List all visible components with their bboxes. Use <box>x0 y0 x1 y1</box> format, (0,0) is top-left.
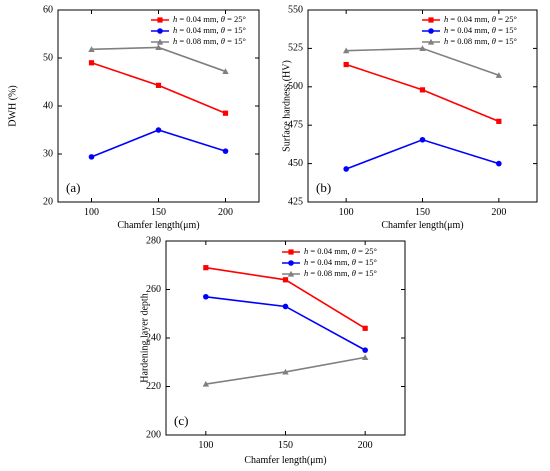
legend: h = 0.04 mm, θ = 25°h = 0.04 mm, θ = 15°… <box>422 14 517 46</box>
data-point <box>419 45 426 51</box>
legend: h = 0.04 mm, θ = 25°h = 0.04 mm, θ = 15°… <box>282 246 377 278</box>
data-point <box>419 87 426 93</box>
data-point <box>361 354 369 360</box>
data-point <box>202 380 210 387</box>
y-axis-label: Surface hardness (HV) <box>281 60 292 152</box>
legend-label: h = 0.04 mm, θ = 25° <box>304 246 377 256</box>
x-tick-label: 100 <box>198 440 213 451</box>
legend-label: h = 0.08 mm, θ = 15° <box>444 36 517 46</box>
data-point <box>222 110 229 116</box>
panel-label: (a) <box>66 180 80 195</box>
legend-label: h = 0.04 mm, θ = 25° <box>444 14 517 24</box>
legend-marker <box>288 249 294 255</box>
data-point <box>203 265 209 271</box>
data-point <box>496 118 502 124</box>
y-tick-label: 220 <box>146 381 161 392</box>
y-tick-label: 240 <box>146 332 161 343</box>
data-point <box>496 160 502 167</box>
legend-label: h = 0.08 mm, θ = 15° <box>304 268 377 278</box>
panel-label: (c) <box>174 413 188 428</box>
data-point <box>155 127 162 133</box>
y-tick-label: 50 <box>43 52 53 63</box>
y-tick-label: 200 <box>146 429 161 440</box>
x-tick-label: 100 <box>84 207 99 218</box>
x-tick-label: 200 <box>358 440 373 451</box>
series-line-2 <box>345 138 500 170</box>
legend-marker <box>157 17 163 23</box>
series-line-3 <box>346 47 500 77</box>
data-point <box>362 325 368 331</box>
legend-marker <box>427 38 435 45</box>
data-point <box>88 46 95 52</box>
legend-label: h = 0.04 mm, θ = 15° <box>304 257 377 267</box>
y-tick-label: 260 <box>146 284 161 295</box>
x-axis-label: Chamfer length(μm) <box>244 455 326 466</box>
data-point <box>343 61 349 68</box>
x-tick-label: 200 <box>218 207 233 218</box>
y-tick-label: 30 <box>43 148 53 159</box>
panel-label: (b) <box>316 180 331 195</box>
data-point <box>282 368 289 375</box>
y-tick-label: 40 <box>43 100 53 111</box>
data-point <box>362 347 368 353</box>
data-point <box>282 277 289 283</box>
chart-panel-3: 100 150 200 200 220 240 260 280 Chamfer length(μ… <box>139 235 406 466</box>
data-point <box>495 72 503 78</box>
y-tick-label: 500 <box>288 81 303 92</box>
y-tick-label: 550 <box>288 4 303 15</box>
x-tick-label: 100 <box>339 207 354 218</box>
data-point <box>222 148 229 154</box>
data-point <box>342 47 350 54</box>
data-point <box>203 293 209 300</box>
data-point <box>222 68 229 75</box>
legend-label: h = 0.04 mm, θ = 15° <box>173 25 246 35</box>
data-point <box>419 136 426 143</box>
legend-marker <box>428 28 434 34</box>
y-tick-label: 280 <box>146 235 161 246</box>
data-point <box>282 303 289 310</box>
data-point <box>88 60 95 66</box>
x-tick-label: 150 <box>415 207 430 218</box>
data-point <box>155 82 162 88</box>
data-point <box>343 166 349 172</box>
legend: h = 0.04 mm, θ = 25°h = 0.04 mm, θ = 15°… <box>151 14 246 46</box>
x-axis-label: Chamfer length(μm) <box>117 220 199 231</box>
y-tick-label: 450 <box>288 158 303 169</box>
legend-marker <box>428 17 434 23</box>
y-tick-label: 20 <box>43 196 53 207</box>
legend-marker <box>157 28 163 34</box>
legend-label: h = 0.08 mm, θ = 15° <box>173 36 246 46</box>
series-line-2 <box>91 129 226 158</box>
x-tick-label: 200 <box>491 207 506 218</box>
x-tick-label: 150 <box>278 440 293 451</box>
chart-panel-2: 100 150 200 425 450 475 500 525 550 Chamfer lengt… <box>281 4 538 231</box>
x-tick-label: 150 <box>151 207 166 218</box>
y-tick-label: 525 <box>288 43 303 54</box>
legend-marker <box>287 270 295 277</box>
series-line-1 <box>91 62 226 114</box>
legend-marker <box>156 38 164 45</box>
y-tick-label: 60 <box>43 4 53 15</box>
data-point <box>155 44 162 51</box>
x-axis-label: Chamfer length(μm) <box>381 220 463 231</box>
y-tick-label: 425 <box>288 196 303 207</box>
chart-panel-1: 100 150 200 20 30 40 50 60 Chamfer length(μm) DWH… <box>7 4 260 231</box>
y-axis-label: Hardening layer depth <box>139 293 150 382</box>
data-point <box>88 154 95 160</box>
legend-label: h = 0.04 mm, θ = 25° <box>173 14 246 24</box>
legend-marker <box>288 260 294 266</box>
y-tick-label: 475 <box>288 119 303 130</box>
y-axis-label: DWH (%) <box>7 85 18 126</box>
legend-label: h = 0.04 mm, θ = 15° <box>444 25 517 35</box>
series-line-1 <box>345 63 500 123</box>
series-line-3 <box>91 46 226 73</box>
